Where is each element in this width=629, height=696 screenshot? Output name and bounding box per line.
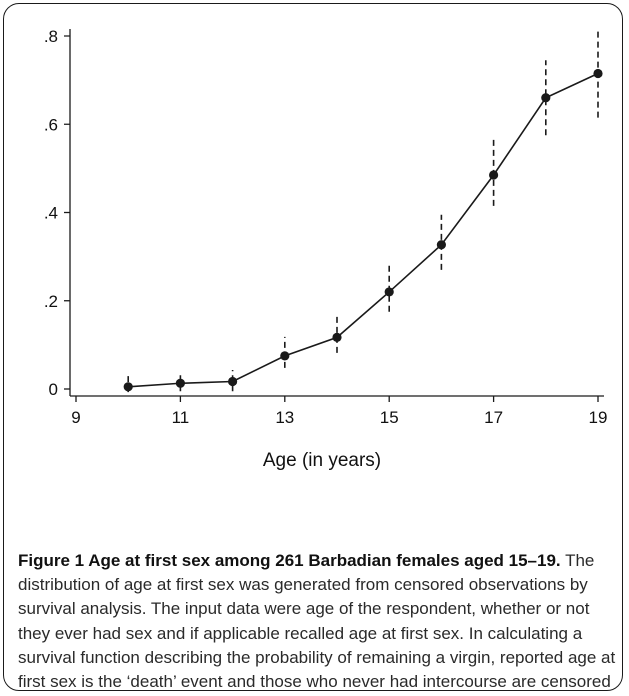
data-point [489,170,499,180]
data-point [280,351,290,361]
age-at-first-sex-chart: 0 .2 .4 .6 .8 9 11 13 15 17 19 Age (in years) [44,27,608,471]
data-point [384,287,394,297]
y-tick-label: .2 [44,292,58,311]
figure-frame: 0 .2 .4 .6 .8 9 11 13 15 17 19 Age (in years) Figu… [3,3,623,691]
axes: 0 .2 .4 .6 .8 9 11 13 15 17 19 [44,27,608,427]
data-point [593,68,603,79]
y-tick-label: .6 [44,115,58,134]
data-point [332,332,342,342]
data-point [123,382,133,392]
caption-label: Figure 1 Age at first sex among 261 Barb… [18,551,561,570]
x-axis-label: Age (in years) [263,450,381,471]
series-line [128,72,599,388]
y-tick-label: .8 [44,27,58,46]
chart-marks [123,29,603,393]
data-point [228,376,238,387]
x-tick-label: 11 [172,408,190,427]
figure-caption: Figure 1 Age at first sex among 261 Barb… [18,549,616,691]
data-point [541,93,551,103]
x-tick-label: 15 [380,408,399,427]
y-tick-label: 0 [49,380,58,399]
data-point [436,240,446,250]
y-tick-label: .4 [44,204,58,223]
caption-text: The distribution of age at first sex was… [18,551,616,691]
x-tick-label: 17 [484,408,503,427]
data-point [175,378,185,388]
x-tick-label: 13 [275,408,294,427]
x-tick-label: 9 [71,408,80,427]
x-tick-label: 19 [589,408,608,427]
